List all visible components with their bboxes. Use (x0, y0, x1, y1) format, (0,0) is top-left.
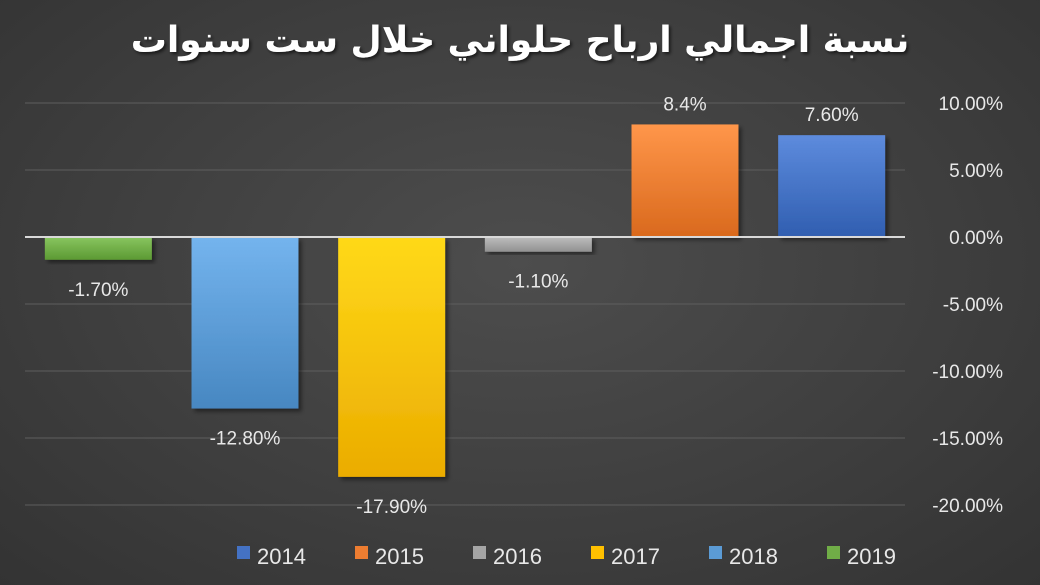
legend-label-2017: 2017 (611, 544, 660, 569)
y-tick-label: -20.00% (932, 496, 1003, 517)
legend-label-2019: 2019 (847, 544, 896, 569)
y-tick-label: -5.00% (943, 295, 1003, 316)
data-label-2015: 8.4% (663, 94, 706, 115)
legend: 2014 2015 2016 2017 2018 2019 (237, 544, 896, 569)
data-label-2014: 7.60% (805, 105, 859, 126)
legend-swatch-2014 (237, 546, 250, 559)
legend-swatch-2016 (473, 546, 486, 559)
y-tick-label: 10.00% (939, 94, 1004, 115)
chart-title: نسبة اجمالي ارباح حلواني خلال ست سنوات (131, 20, 910, 61)
data-label-2018: -12.80% (210, 429, 281, 450)
legend-swatch-2019 (827, 546, 840, 559)
legend-swatch-2015 (355, 546, 368, 559)
bar-2014 (778, 135, 886, 237)
y-tick-label: 0.00% (949, 228, 1003, 249)
data-label-2019: -1.70% (68, 280, 128, 301)
legend-label-2014: 2014 (257, 544, 306, 569)
y-tick-label: 5.00% (949, 161, 1003, 182)
legend-swatch-2017 (591, 546, 604, 559)
bar-2019 (44, 237, 152, 260)
data-labels: 7.60% 8.4% -1.10% -17.90% -12.80% -1.70% (68, 94, 858, 517)
legend-label-2015: 2015 (375, 544, 424, 569)
bar-2015 (631, 124, 739, 237)
bar-2016 (484, 237, 592, 252)
data-label-2016: -1.10% (508, 272, 568, 293)
legend-label-2016: 2016 (493, 544, 542, 569)
gridlines (25, 102, 905, 506)
bar-2017 (338, 237, 446, 477)
y-tick-label: -10.00% (932, 362, 1003, 383)
y-axis-ticks: 10.00% 5.00% 0.00% -5.00% -10.00% -15.00% -20.… (932, 94, 1003, 517)
y-tick-label: -15.00% (932, 429, 1003, 450)
bar-2018 (191, 237, 299, 409)
data-label-2017: -17.90% (356, 497, 427, 518)
bars (44, 124, 886, 477)
legend-swatch-2018 (709, 546, 722, 559)
legend-label-2018: 2018 (729, 544, 778, 569)
